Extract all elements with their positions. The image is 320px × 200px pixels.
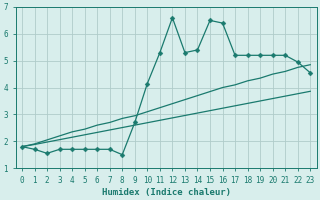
X-axis label: Humidex (Indice chaleur): Humidex (Indice chaleur)	[102, 188, 231, 197]
